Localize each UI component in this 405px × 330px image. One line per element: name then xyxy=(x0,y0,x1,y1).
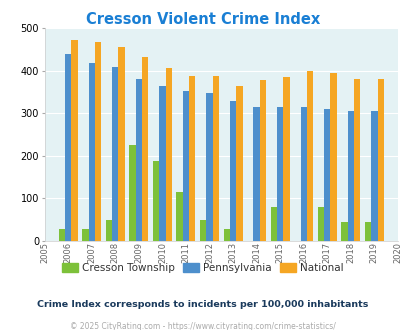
Bar xyxy=(317,207,323,241)
Bar xyxy=(200,220,206,241)
Legend: Cresson Township, Pennsylvania, National: Cresson Township, Pennsylvania, National xyxy=(58,258,347,277)
Bar xyxy=(306,72,312,241)
Text: © 2025 CityRating.com - https://www.cityrating.com/crime-statistics/: © 2025 CityRating.com - https://www.city… xyxy=(70,322,335,330)
Bar xyxy=(118,47,124,241)
Bar xyxy=(253,107,259,241)
Bar xyxy=(106,220,112,241)
Bar xyxy=(377,79,383,241)
Bar xyxy=(129,145,135,241)
Bar xyxy=(270,207,276,241)
Bar xyxy=(276,107,283,241)
Bar xyxy=(364,222,370,241)
Bar xyxy=(283,78,289,241)
Bar xyxy=(142,57,148,241)
Bar xyxy=(88,63,95,241)
Bar xyxy=(182,91,189,241)
Bar xyxy=(165,68,171,241)
Bar xyxy=(159,85,165,241)
Bar xyxy=(347,111,353,241)
Bar xyxy=(353,79,359,241)
Bar xyxy=(212,76,218,241)
Bar xyxy=(236,85,242,241)
Bar xyxy=(229,101,236,241)
Bar xyxy=(71,40,77,241)
Bar xyxy=(370,111,377,241)
Bar xyxy=(95,42,101,241)
Bar xyxy=(223,229,229,241)
Bar xyxy=(153,161,159,241)
Bar xyxy=(82,229,88,241)
Bar xyxy=(112,67,118,241)
Bar xyxy=(341,222,347,241)
Bar xyxy=(189,76,195,241)
Bar xyxy=(59,229,65,241)
Text: Cresson Violent Crime Index: Cresson Violent Crime Index xyxy=(86,12,319,26)
Bar xyxy=(330,73,336,241)
Bar xyxy=(300,107,306,241)
Bar xyxy=(259,80,265,241)
Bar xyxy=(176,192,182,241)
Bar xyxy=(323,109,330,241)
Text: Crime Index corresponds to incidents per 100,000 inhabitants: Crime Index corresponds to incidents per… xyxy=(37,300,368,309)
Bar xyxy=(135,79,142,241)
Bar xyxy=(65,53,71,241)
Bar xyxy=(206,93,212,241)
